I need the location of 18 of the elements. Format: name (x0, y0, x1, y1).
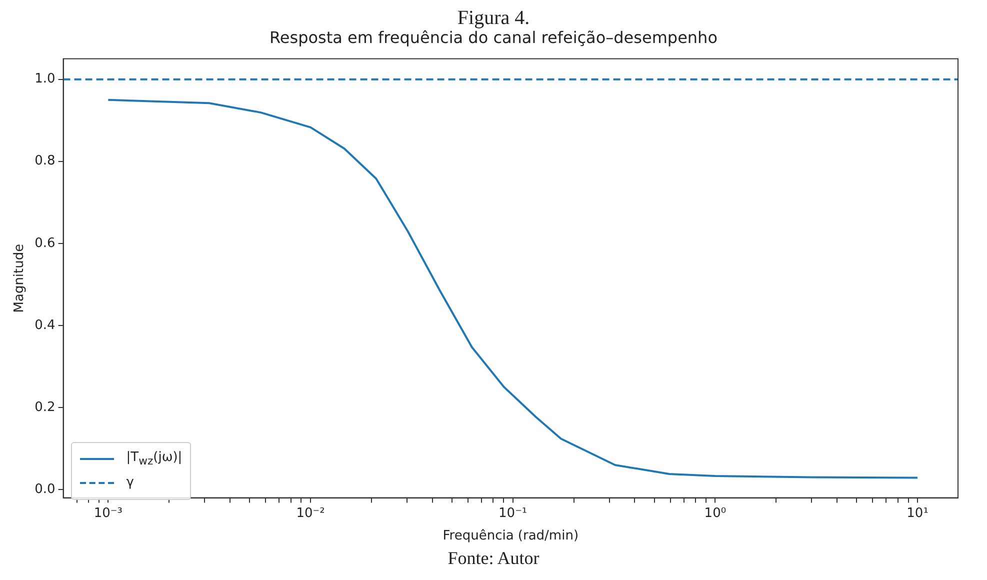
chart-subtitle: Resposta em frequência do canal refeição–desempenho (268, 28, 718, 48)
y-tick-label: 0.2 (34, 400, 56, 415)
legend-label: γ (126, 475, 134, 490)
x-tick-label: 10⁻¹ (498, 506, 528, 521)
x-axis-title: Frequência (rad/min) (442, 528, 579, 544)
y-tick-label: 1.0 (34, 72, 56, 87)
y-tick-label: 0.8 (34, 154, 56, 169)
x-tick-label: 10⁻³ (94, 506, 122, 521)
y-tick-label: 0.6 (34, 236, 56, 251)
x-tick-label: 10⁰ (704, 506, 726, 521)
y-tick-label: 0.4 (34, 318, 56, 333)
source-note: Fonte: Autor (446, 548, 540, 568)
y-tick-label: 0.0 (34, 482, 56, 497)
chart-title: Figura 4. (456, 7, 531, 29)
x-tick-label: 10¹ (906, 506, 928, 521)
legend-label: |T$_{wz}$(jω)| (126, 450, 182, 468)
y-axis-title: Magnitude (12, 244, 28, 313)
x-tick-label: 10⁻² (296, 506, 325, 521)
